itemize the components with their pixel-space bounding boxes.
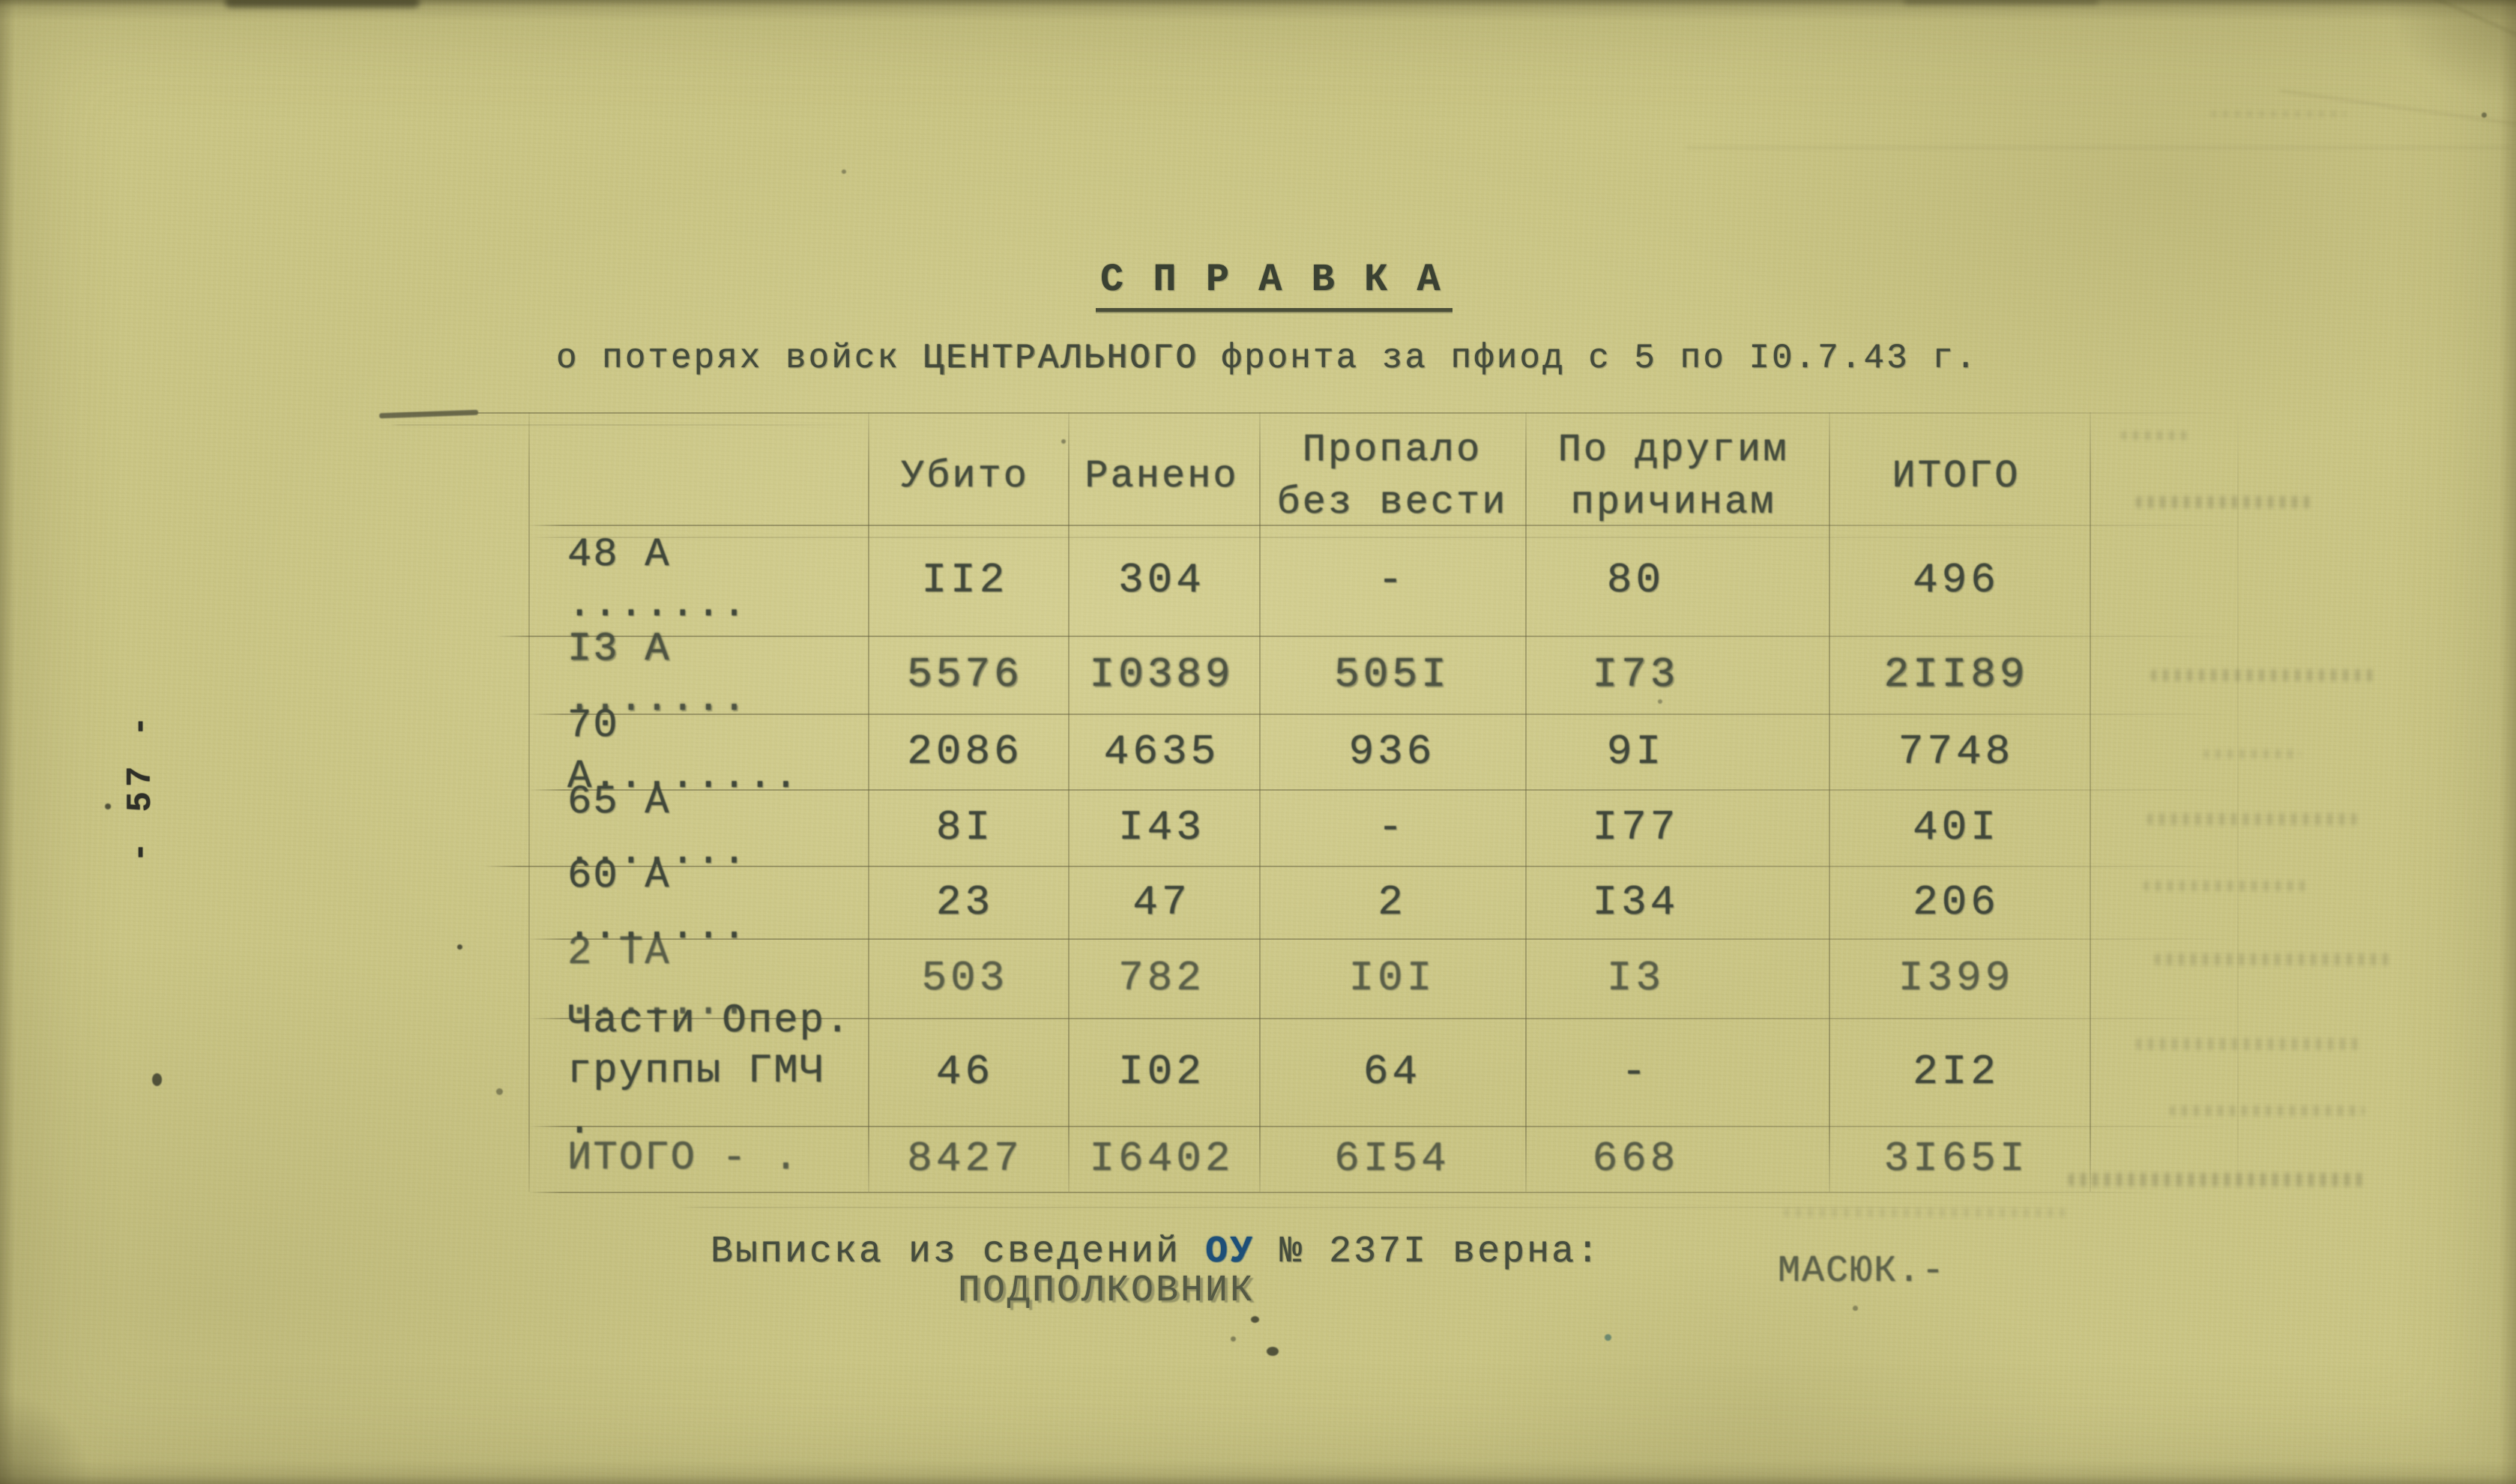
- bleed-through-mark: [2151, 669, 2376, 681]
- document-title-text: С П Р А В К А: [1096, 258, 1452, 312]
- grid-line-h: [528, 1192, 2166, 1193]
- ink-speck: [1605, 1334, 1611, 1341]
- bleed-through-mark: [2121, 431, 2188, 440]
- subtitle-front-name: ЦЕНТРАЛЬНОГО: [923, 339, 1198, 378]
- cell-killed: II2: [921, 556, 1009, 604]
- ink-speck: [1267, 1347, 1279, 1356]
- header-cell-wounded: Ранено: [1084, 453, 1239, 498]
- cell-other: -: [1621, 1048, 1650, 1096]
- cell-missing: -: [1378, 803, 1407, 851]
- cell-other: 668: [1592, 1135, 1680, 1183]
- bleed-through-mark: [2211, 111, 2346, 117]
- cell-other: I3: [1606, 954, 1665, 1002]
- cell-total: I399: [1898, 954, 2015, 1002]
- header-cell-missing: Пропало без вести: [1276, 427, 1508, 525]
- ink-speck: [842, 169, 846, 174]
- cell-wounded: I02: [1118, 1048, 1205, 1096]
- cell-other: I77: [1592, 803, 1680, 851]
- cell-total: 3I65I: [1883, 1135, 2029, 1183]
- cell-other: I34: [1592, 878, 1680, 926]
- cell-killed: 2086: [907, 727, 1023, 776]
- cell-missing: 2: [1378, 878, 1407, 926]
- paper-crease: [1686, 147, 2511, 148]
- ink-speck: [1853, 1306, 1858, 1311]
- paper-crease: [2150, 0, 2516, 87]
- cell-killed: 503: [921, 954, 1009, 1002]
- paper-edge-stain: [225, 0, 420, 7]
- grid-line-v: [2237, 412, 2239, 1192]
- cell-missing: 6I54: [1334, 1135, 1450, 1183]
- document-title: С П Р А В К А: [1096, 258, 1452, 312]
- cell-total: 2I2: [1913, 1048, 2000, 1096]
- margin-page-number: - 57 -: [88, 697, 193, 877]
- cell-killed: 8427: [907, 1135, 1023, 1183]
- grid-line-h: [675, 1207, 2091, 1208]
- table-header-row: Убито Ранено Пропало без вести По другим…: [528, 414, 2091, 525]
- paper-crease: [2279, 90, 2516, 136]
- cell-killed: 46: [935, 1048, 995, 1096]
- row-label: 48 А .......: [567, 531, 748, 629]
- certification-after: № 237I верна:: [1255, 1231, 1602, 1273]
- cell-wounded: 782: [1118, 954, 1205, 1002]
- certification-before: Выписка из сведений: [711, 1231, 1206, 1273]
- bleed-through-mark: [2136, 496, 2316, 508]
- cell-wounded: I43: [1118, 803, 1205, 851]
- bleed-through-mark: [2144, 881, 2308, 891]
- cell-killed: 5576: [907, 651, 1023, 699]
- cell-wounded: I0389: [1089, 651, 1234, 699]
- cell-other: 80: [1606, 556, 1665, 604]
- cell-total: 7748: [1898, 727, 2015, 776]
- margin-page-number-text: - 57 -: [121, 711, 161, 863]
- cell-missing: I0I: [1348, 954, 1436, 1002]
- row-label: ИТОГО - .: [567, 1135, 800, 1182]
- pen-mark: [378, 409, 479, 419]
- header-cell-killed: Убито: [900, 453, 1030, 498]
- bleed-through-mark: [2136, 1038, 2361, 1050]
- bleed-through-mark: [2203, 749, 2301, 758]
- table-row: 48 А ....... II2 304 - 80 496: [528, 525, 2091, 636]
- cell-wounded: I6402: [1089, 1135, 1234, 1183]
- cell-wounded: 304: [1118, 556, 1205, 604]
- ink-speck: [496, 1088, 503, 1095]
- cell-missing: 64: [1363, 1048, 1422, 1096]
- ink-speck: [1251, 1316, 1259, 1323]
- cell-total: 40I: [1913, 803, 2000, 851]
- cell-wounded: 4635: [1103, 727, 1220, 776]
- signature-name: МАСЮК.-: [1778, 1250, 1946, 1293]
- cell-other: 9I: [1606, 727, 1665, 776]
- ink-speck: [457, 944, 462, 950]
- cell-total: 2II89: [1883, 651, 2029, 699]
- table-total-row: ИТОГО - . 8427 I6402 6I54 668 3I65I: [528, 1126, 2091, 1192]
- cell-missing: 505I: [1334, 651, 1450, 699]
- row-label: Части Опер. группы ГМЧ .: [567, 998, 851, 1145]
- header-cell-other-causes: По другим причинам: [1557, 427, 1789, 525]
- bleed-through-mark: [2069, 1173, 2368, 1186]
- cell-total: 206: [1913, 878, 2000, 926]
- cell-total: 496: [1913, 556, 2000, 604]
- cell-missing: 936: [1348, 727, 1436, 776]
- bleed-through-mark: [2170, 1106, 2365, 1116]
- ink-speck: [152, 1073, 162, 1086]
- certification-line: Выписка из сведений ОУ № 237I верна:: [711, 1231, 1601, 1273]
- table-row: Части Опер. группы ГМЧ . 46 I02 64 - 2I2: [528, 998, 2091, 1145]
- certification-ou: ОУ: [1205, 1231, 1255, 1273]
- cell-killed: 23: [935, 878, 995, 926]
- bleed-through-mark: [2155, 953, 2395, 965]
- header-cell-total: ИТОГО: [1892, 453, 2021, 498]
- subtitle-after: фронта за пфиод с 5 по I0.7.43 г.: [1198, 339, 1979, 378]
- cell-wounded: 47: [1132, 878, 1191, 926]
- ink-speck: [2482, 112, 2487, 118]
- ink-speck: [1231, 1336, 1236, 1342]
- cell-other: I73: [1592, 651, 1680, 699]
- paper-edge-stain: [1904, 0, 2099, 4]
- subtitle-before: о потерях войск: [556, 339, 923, 378]
- officer-rank: ПОДПОЛКОВНИК: [958, 1270, 1255, 1312]
- bleed-through-mark: [1784, 1208, 2069, 1217]
- document-subtitle: о потерях войск ЦЕНТРАЛЬНОГО фронта за п…: [556, 339, 1979, 378]
- cell-killed: 8I: [935, 803, 995, 851]
- bleed-through-mark: [2147, 813, 2357, 825]
- cell-missing: -: [1378, 556, 1407, 604]
